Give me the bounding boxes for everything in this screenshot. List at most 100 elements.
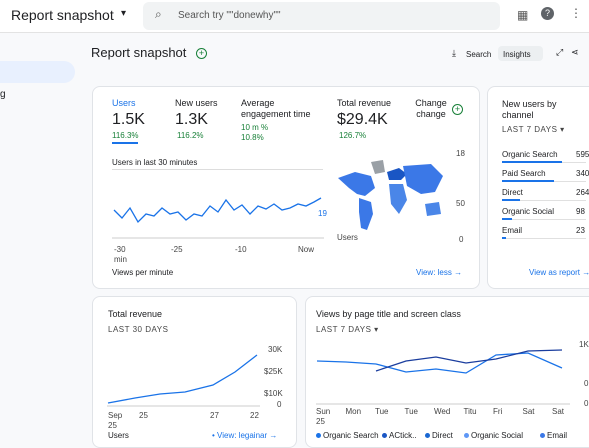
metric-value: 1.3K	[175, 111, 208, 128]
add-metric[interactable]: +	[452, 104, 463, 115]
search-box[interactable]	[143, 2, 500, 30]
view-link[interactable]: View: less →	[416, 268, 463, 277]
search-icon: ⌕	[155, 7, 162, 21]
x-label: Tue	[404, 407, 419, 416]
map-region	[371, 160, 385, 174]
metric-value: 10 m %	[241, 123, 269, 132]
x-label: Sat	[552, 407, 565, 416]
metric-change: 116.2%	[177, 131, 204, 140]
x-label: 25	[139, 411, 148, 420]
legend-label: Direct	[432, 431, 453, 440]
map-region	[425, 202, 441, 216]
metric-label[interactable]: Average engagement time	[241, 98, 311, 119]
share-icon[interactable]: ⋖	[571, 47, 579, 57]
x-label: Sun 25	[316, 407, 331, 426]
x-label: 27	[210, 411, 219, 420]
views-chart	[316, 349, 570, 405]
x-label: -10	[235, 245, 247, 254]
y-label: $25K	[264, 367, 283, 376]
map-region	[389, 184, 407, 214]
channel-bar	[502, 218, 512, 220]
insights-button[interactable]	[498, 46, 543, 61]
x-label: Mon	[345, 407, 362, 416]
y-label: 1K	[579, 340, 589, 349]
map-region	[359, 198, 373, 230]
channel-bar	[502, 237, 506, 239]
x-label: Sat	[522, 407, 535, 416]
apps-icon[interactable]: ▦	[517, 8, 529, 22]
period: LAST 7 DAYS	[316, 325, 372, 334]
channel-bar	[502, 161, 562, 163]
channels-card	[487, 86, 589, 289]
legend-dot	[382, 433, 387, 438]
row-divider	[554, 180, 586, 182]
app-title[interactable]: Report snapshot	[11, 7, 114, 23]
metric-label[interactable]: New users	[175, 98, 218, 108]
link-text: View: legainar →	[217, 431, 278, 440]
channel-name: Organic Social	[502, 207, 555, 216]
x-label: -25	[171, 245, 183, 254]
map-region	[403, 164, 443, 194]
legend-tick: 50	[456, 199, 465, 208]
revenue-line	[107, 354, 258, 404]
metric-value: $29.4K	[337, 111, 388, 128]
y-label: 0	[584, 399, 589, 408]
last-value: 19	[318, 209, 327, 218]
period-select[interactable]: LAST 7 DAYS ▾	[502, 125, 565, 134]
row-divider	[520, 199, 586, 201]
channel-value: 98	[576, 207, 585, 216]
y-label: 0	[584, 379, 589, 388]
view-link[interactable]: View as report →	[529, 268, 589, 277]
revenue-chart	[107, 354, 260, 407]
metric-label[interactable]: Users	[112, 98, 136, 108]
y-label: 30K	[268, 345, 283, 354]
x-label: Wed	[434, 407, 451, 416]
channel-value: 264	[576, 188, 589, 197]
y-label: $10K	[264, 389, 283, 398]
legend-dot	[316, 433, 321, 438]
period-select[interactable]: LAST 7 DAYS ▾	[316, 325, 379, 334]
revenue-card	[92, 296, 297, 448]
period: LAST 7 DAYS	[502, 125, 558, 134]
metric-change: 116.3%	[112, 131, 139, 140]
sidebar-active[interactable]	[0, 61, 75, 83]
x-label: Fri	[493, 407, 503, 416]
sidebar-item[interactable]: g	[0, 89, 6, 100]
realtime-line	[113, 197, 322, 224]
view-link[interactable]: • View: legainar →	[212, 431, 278, 440]
dropdown-arrow[interactable]: ▾	[121, 8, 127, 19]
search-link[interactable]: Search	[466, 50, 492, 59]
y-label: 0	[277, 400, 282, 409]
views-line	[316, 352, 563, 374]
legend-dot	[464, 433, 469, 438]
channel-name: Direct	[502, 188, 523, 197]
x-label: Sep 25	[108, 411, 123, 430]
help-icon[interactable]: ?	[541, 7, 554, 20]
compare-icon[interactable]: ⤢	[556, 47, 564, 57]
x-label: 22	[250, 411, 259, 420]
legend-label: Email	[547, 431, 568, 440]
row-divider	[562, 161, 586, 163]
search-placeholder: Search try ""donewhy""	[178, 10, 281, 21]
x-label: Tue	[375, 407, 389, 416]
download-icon[interactable]: ⤓	[452, 48, 456, 58]
metric-label[interactable]: Change change	[415, 98, 447, 119]
add-icon[interactable]: +	[196, 48, 207, 59]
insights-label: Insights	[503, 50, 531, 59]
map-region	[338, 172, 375, 196]
realtime-chart	[112, 197, 324, 239]
legend-label: ACtick..	[389, 431, 417, 440]
footer-label: Views per minute	[112, 268, 174, 277]
row-divider	[506, 237, 586, 239]
channel-bar	[502, 199, 520, 201]
metric-label[interactable]: Total revenue	[337, 98, 392, 108]
card-title: Views by page title and screen class	[316, 309, 461, 319]
row-divider	[512, 218, 586, 220]
x-label: Titu	[463, 407, 477, 416]
channel-value: 340	[576, 169, 589, 178]
more-icon[interactable]: ⋮	[570, 6, 582, 20]
period: LAST 30 DAYS	[108, 325, 169, 334]
footer-label: Users	[108, 431, 129, 440]
tab-indicator	[112, 142, 138, 144]
